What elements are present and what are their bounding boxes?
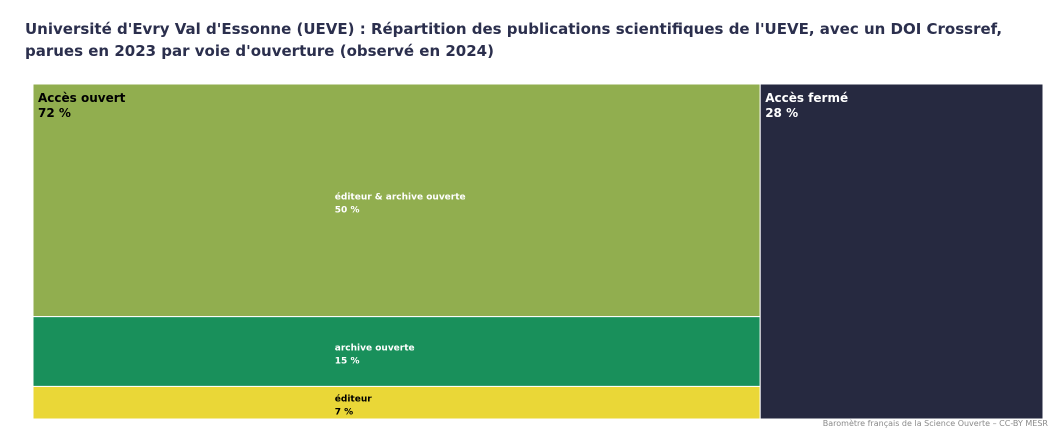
cell-label-editeur: éditeur [335, 394, 372, 405]
group-label-acces-ferme: Accès fermé [765, 91, 848, 105]
cell-value-editeur: 7 % [335, 408, 353, 418]
cell-label-editeur-archive-ouverte: éditeur & archive ouverte [335, 191, 466, 202]
cell-label-archive-ouverte: archive ouverte [335, 344, 415, 354]
cell-value-archive-ouverte: 15 % [335, 357, 360, 367]
treemap-cell-editeur [32, 385, 761, 420]
group-label-acces-ouvert: Accès ouvert [38, 91, 126, 105]
cell-value-editeur-archive-ouverte: 50 % [335, 205, 360, 215]
chart-credit: Baromètre français de la Science Ouverte… [822, 419, 1048, 428]
group-value-acces-ouvert: 72 % [38, 106, 71, 120]
treemap-cell-acces-ferme [759, 83, 1044, 420]
chart-title: Université d'Evry Val d'Essonne (UEVE) :… [25, 20, 1003, 60]
group-value-acces-ferme: 28 % [765, 106, 798, 120]
treemap-cell-editeur-archive-ouverte [32, 83, 761, 318]
